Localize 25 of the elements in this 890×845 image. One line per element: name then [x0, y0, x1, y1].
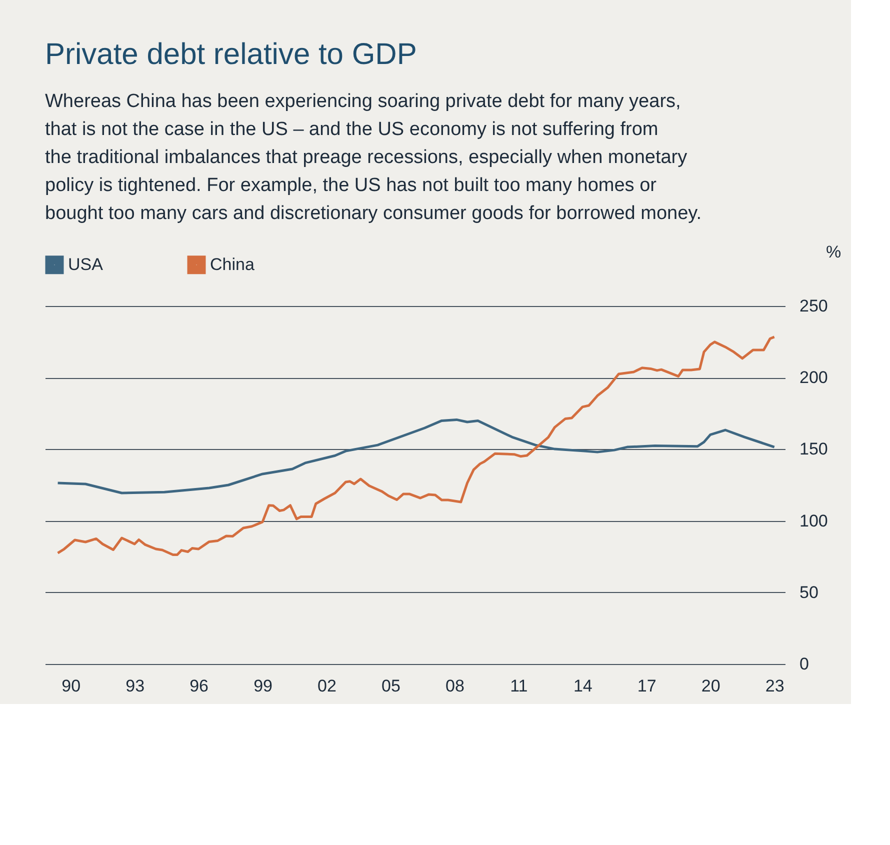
legend-label: USA [68, 254, 104, 274]
x-tick-label: 99 [254, 676, 272, 696]
y-tick-label: 250 [800, 296, 828, 316]
x-tick-label: 96 [190, 676, 209, 696]
line-series [56, 418, 776, 494]
y-tick-label: 150 [800, 440, 828, 459]
x-tick-label: 23 [765, 676, 784, 696]
x-tick-label: 08 [445, 676, 464, 696]
x-tick-label: 02 [318, 676, 336, 696]
y-axis-title: % [826, 242, 842, 262]
y-tick-label: 0 [800, 654, 809, 674]
x-tick-label: 05 [382, 676, 400, 696]
chart-title: Private debt relative to GDP [45, 38, 417, 71]
chart-subtitle: Whereas China has been experiencing soaring private debt for many years, that is not the case in the US – and the US economy is not suffering from the traditional imbalances that preage recessions, especially when monetary policy is tightened. For example, the US has not built too many homes or bought too many cars and discretionary consumer goods for borrowed money. [45, 91, 702, 224]
x-tick-label: 14 [573, 676, 592, 696]
y-tick-label: 50 [800, 582, 818, 602]
y-tick-label: 200 [800, 368, 828, 388]
x-tick-label: 17 [637, 676, 656, 696]
y-tick-label: 100 [800, 511, 828, 530]
x-tick-label: 20 [701, 676, 720, 696]
x-tick-label: 11 [510, 676, 528, 696]
line-series [56, 336, 776, 556]
x-tick-label: 93 [126, 676, 145, 696]
legend-label: China [210, 254, 255, 274]
x-tick-label: 90 [62, 676, 81, 696]
